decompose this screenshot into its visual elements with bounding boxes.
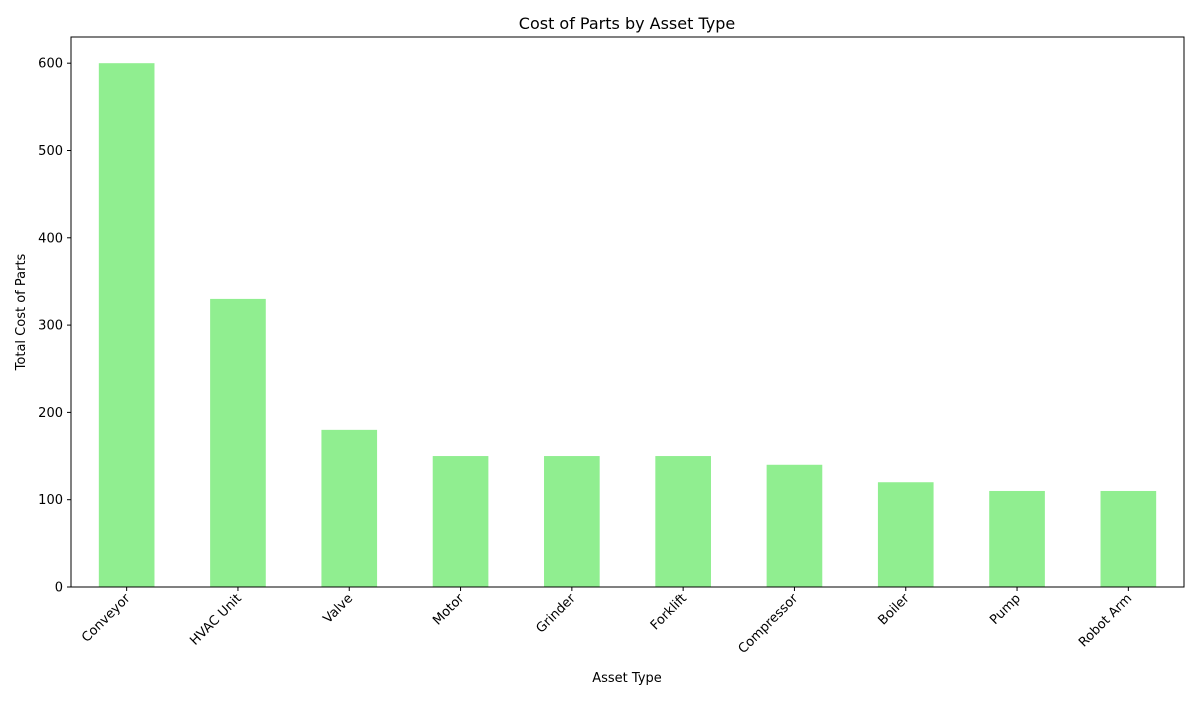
- bar-pump: [989, 490, 1045, 587]
- bar-valve: [321, 429, 378, 587]
- x-axis-ticks: Conveyor HVAC Unit Valve Motor Grinder Forkli…: [79, 587, 1135, 657]
- x-axis-title: Asset Type: [592, 671, 662, 686]
- x-tick-label: Motor: [430, 591, 468, 629]
- x-tick-label: Forklift: [648, 591, 690, 633]
- x-tick-label: HVAC Unit: [187, 591, 244, 648]
- y-tick-label: 200: [38, 406, 63, 421]
- y-tick-label: 300: [38, 319, 63, 334]
- bar-hvac-unit: [210, 298, 266, 587]
- bar-compressor: [766, 464, 823, 587]
- bar-forklift: [655, 456, 711, 587]
- x-tick-label: Grinder: [534, 591, 580, 637]
- chart-title: Cost of Parts by Asset Type: [519, 14, 735, 33]
- y-tick-label: 500: [38, 144, 63, 159]
- bars-layer: [98, 63, 1157, 587]
- y-tick-label: 100: [38, 493, 63, 508]
- y-tick-label: 400: [38, 231, 63, 246]
- plot-frame: [70, 36, 1185, 588]
- x-tick-label: Conveyor: [79, 591, 134, 646]
- x-tick-label: Robot Arm: [1076, 591, 1135, 650]
- y-tick-label: 600: [38, 57, 63, 72]
- bar-conveyor: [98, 63, 155, 587]
- x-tick-label: Pump: [987, 591, 1024, 628]
- bar-grinder: [544, 456, 600, 587]
- x-tick-label: Valve: [321, 591, 356, 626]
- x-tick-label: Compressor: [736, 591, 802, 657]
- y-axis-title: Total Cost of Parts: [14, 253, 29, 371]
- bar-motor: [432, 456, 489, 587]
- bar-robot-arm: [1100, 490, 1157, 587]
- bar-boiler: [877, 482, 934, 587]
- y-axis-ticks: 0 100 200 300 400 500 600: [38, 57, 71, 596]
- y-tick-label: 0: [55, 581, 63, 596]
- x-tick-label: Boiler: [875, 591, 913, 629]
